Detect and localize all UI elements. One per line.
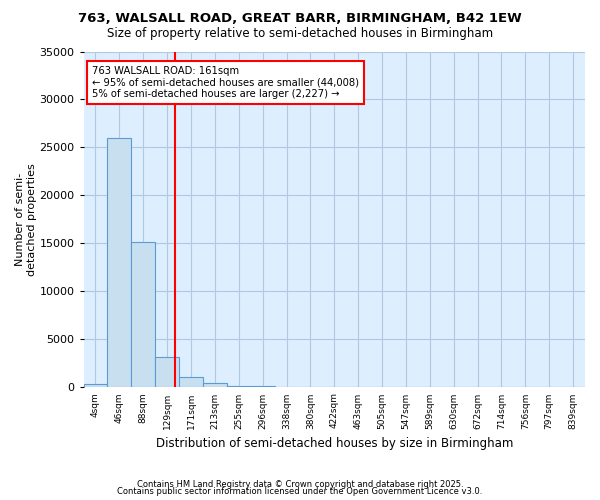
Y-axis label: Number of semi-
detached properties: Number of semi- detached properties [15,163,37,276]
Text: Contains HM Land Registry data © Crown copyright and database right 2025.: Contains HM Land Registry data © Crown c… [137,480,463,489]
Bar [107,138,131,388]
Bar [179,377,203,388]
Bar [131,242,155,388]
Bar [227,386,251,388]
Text: Contains public sector information licensed under the Open Government Licence v3: Contains public sector information licen… [118,487,482,496]
Bar [83,384,107,388]
X-axis label: Distribution of semi-detached houses by size in Birmingham: Distribution of semi-detached houses by … [155,437,513,450]
Text: 763, WALSALL ROAD, GREAT BARR, BIRMINGHAM, B42 1EW: 763, WALSALL ROAD, GREAT BARR, BIRMINGHA… [78,12,522,26]
Text: Size of property relative to semi-detached houses in Birmingham: Size of property relative to semi-detach… [107,28,493,40]
Bar [251,386,275,388]
Text: 763 WALSALL ROAD: 161sqm
← 95% of semi-detached houses are smaller (44,008)
5% o: 763 WALSALL ROAD: 161sqm ← 95% of semi-d… [92,66,359,99]
Bar [203,382,227,388]
Bar [155,356,179,388]
